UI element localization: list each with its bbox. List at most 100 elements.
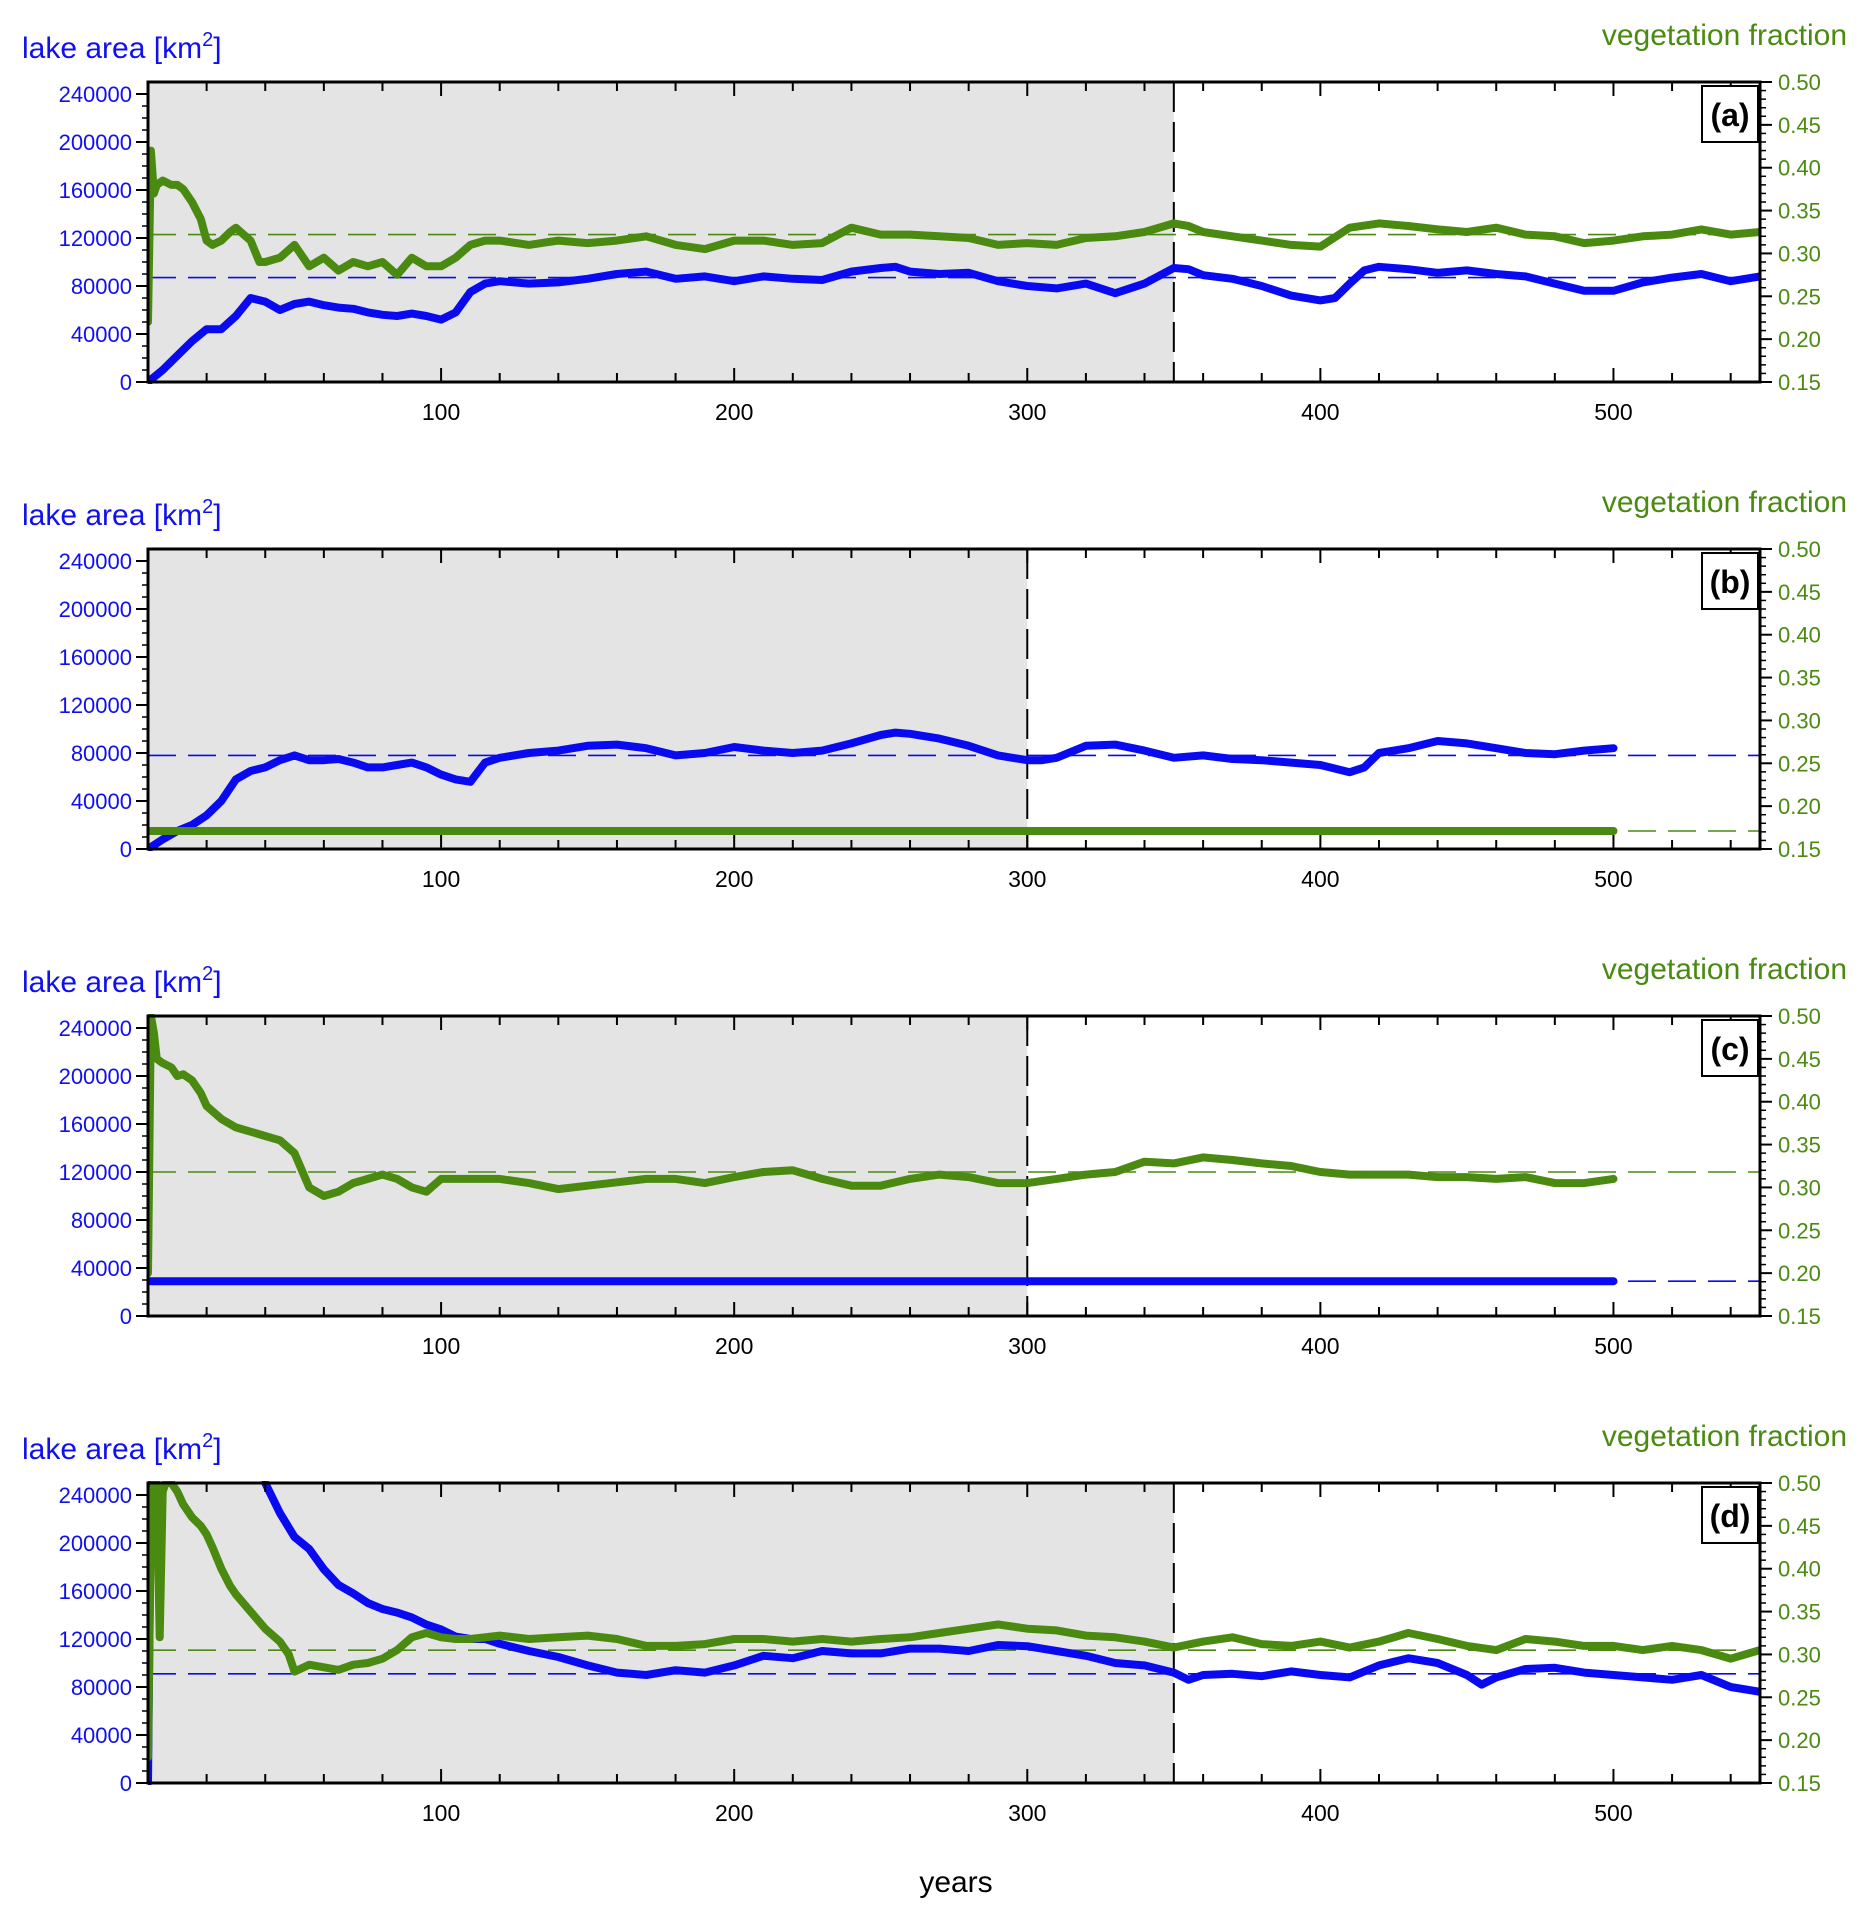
y-right-tick-label: 0.35 (1778, 199, 1821, 224)
x-tick-label: 200 (715, 1333, 753, 1359)
y-left-tick-label: 0 (120, 1771, 132, 1796)
lake-area-series-part-2 (261, 1481, 1760, 1696)
y-left-tick-label: 120000 (59, 1160, 132, 1185)
x-tick-label: 500 (1594, 399, 1632, 425)
x-tick-label: 500 (1594, 1333, 1632, 1359)
plot-frame (146, 1014, 1762, 1318)
lake-area-series (148, 728, 1618, 851)
y-left-axis-title: lake area [km2] (22, 963, 222, 999)
y-left-tick-label: 120000 (59, 693, 132, 718)
y-left-tick-label: 200000 (59, 1531, 132, 1556)
x-tick-label: 500 (1594, 866, 1632, 892)
panel-4: 100 200 300 400 5000400008000012000016000020… (22, 1420, 1847, 1826)
y-left-axis-title-superscript: 2 (202, 496, 213, 518)
plot-frame (146, 547, 1762, 851)
y-left-tick-label: 160000 (59, 1112, 132, 1137)
vegetation-fraction-series (148, 1014, 1618, 1278)
spinup-shade (148, 1016, 1028, 1316)
y-left-tick-label: 80000 (71, 274, 132, 299)
y-right-tick-label: 0.25 (1778, 284, 1821, 309)
y-right-tick-label: 0.45 (1778, 1514, 1821, 1539)
x-tick-label: 100 (422, 399, 460, 425)
y-right-tick-label: 0.15 (1778, 370, 1821, 395)
x-tick-label: 300 (1008, 866, 1046, 892)
x-tick-label: 400 (1301, 1800, 1339, 1826)
y-right-tick-label: 0.20 (1778, 1728, 1821, 1753)
x-tick-label: 500 (1594, 1800, 1632, 1826)
y-left-tick-label: 120000 (59, 1627, 132, 1652)
y-left-tick-label: 0 (120, 1304, 132, 1329)
panel-3: 100 200 300 400 5000400008000012000016000020… (22, 953, 1847, 1359)
y-right-tick-label: 0.45 (1778, 1047, 1821, 1072)
y-right-tick-label: 0.50 (1778, 1471, 1821, 1496)
y-right-tick-label: 0.50 (1778, 537, 1821, 562)
x-tick-label: 100 (422, 1333, 460, 1359)
y-right-tick-label: 0.40 (1778, 623, 1821, 648)
y-right-axis-title: vegetation fraction (1602, 1420, 1847, 1453)
y-left-axis-title-end: ] (213, 32, 221, 65)
y-right-tick-label: 0.45 (1778, 113, 1821, 138)
y-left-tick-label: 120000 (59, 226, 132, 251)
y-right-tick-label: 0.40 (1778, 1557, 1821, 1582)
y-left-tick-label: 0 (120, 370, 132, 395)
y-right-tick-label: 0.35 (1778, 666, 1821, 691)
y-left-axis-title-end: ] (213, 499, 221, 532)
y-right-axis-title: vegetation fraction (1602, 953, 1847, 986)
vegetation-fraction-series (148, 1481, 1760, 1762)
y-right-tick-label: 0.50 (1778, 1004, 1821, 1029)
spinup-shade (148, 82, 1174, 382)
y-right-tick-label: 0.35 (1778, 1133, 1821, 1158)
y-left-tick-label: 40000 (71, 1723, 132, 1748)
y-left-tick-label: 160000 (59, 178, 132, 203)
x-tick-label: 400 (1301, 399, 1339, 425)
y-left-tick-label: 200000 (59, 1064, 132, 1089)
y-left-tick-label: 240000 (59, 1483, 132, 1508)
panel-label: (c) (1710, 1031, 1749, 1067)
y-right-axis-title: vegetation fraction (1602, 19, 1847, 52)
panel-label-box (1701, 1486, 1759, 1544)
y-left-tick-label: 40000 (71, 322, 132, 347)
panel-label: (a) (1710, 97, 1749, 133)
x-tick-label: 100 (422, 1800, 460, 1826)
panel-label: (d) (1710, 1498, 1751, 1534)
y-left-axis-title-superscript: 2 (202, 29, 213, 51)
y-right-tick-label: 0.25 (1778, 751, 1821, 776)
panel-label: (b) (1710, 564, 1751, 600)
x-tick-label: 200 (715, 866, 753, 892)
vegetation-fraction-series (148, 146, 1760, 326)
y-left-tick-label: 240000 (59, 82, 132, 107)
y-right-tick-label: 0.30 (1778, 708, 1821, 733)
y-right-tick-label: 0.40 (1778, 156, 1821, 181)
y-left-axis-title: lake area [km2] (22, 1430, 222, 1466)
y-left-tick-label: 80000 (71, 741, 132, 766)
y-left-axis-title-end: ] (213, 1433, 221, 1466)
spinup-shade (148, 549, 1028, 849)
panel-label-box (1701, 85, 1759, 143)
y-left-tick-label: 40000 (71, 789, 132, 814)
x-tick-label: 200 (715, 1800, 753, 1826)
y-left-axis-title: lake area [km2] (22, 29, 222, 65)
panel-2: 100 200 300 400 5000400008000012000016000020… (22, 486, 1847, 892)
y-right-tick-label: 0.15 (1778, 1771, 1821, 1796)
panel-1: 100 200 300 400 5000400008000012000016000020… (22, 19, 1847, 425)
y-left-tick-label: 80000 (71, 1675, 132, 1700)
spinup-shade (148, 1483, 1174, 1783)
y-right-tick-label: 0.15 (1778, 1304, 1821, 1329)
y-left-tick-label: 160000 (59, 1579, 132, 1604)
y-left-axis-title-superscript: 2 (202, 1430, 213, 1452)
y-left-tick-label: 240000 (59, 1016, 132, 1041)
y-left-tick-label: 240000 (59, 549, 132, 574)
plot-frame (146, 80, 1762, 384)
x-tick-label: 400 (1301, 1333, 1339, 1359)
y-left-axis-title: lake area [km2] (22, 496, 222, 532)
y-left-axis-title-end: ] (213, 966, 221, 999)
lake-area-series (148, 262, 1760, 384)
x-axis-title: years (919, 1866, 992, 1899)
x-tick-label: 300 (1008, 1333, 1046, 1359)
y-right-tick-label: 0.30 (1778, 1175, 1821, 1200)
y-right-tick-label: 0.20 (1778, 1261, 1821, 1286)
y-left-tick-label: 80000 (71, 1208, 132, 1233)
y-right-tick-label: 0.25 (1778, 1218, 1821, 1243)
x-tick-label: 300 (1008, 399, 1046, 425)
